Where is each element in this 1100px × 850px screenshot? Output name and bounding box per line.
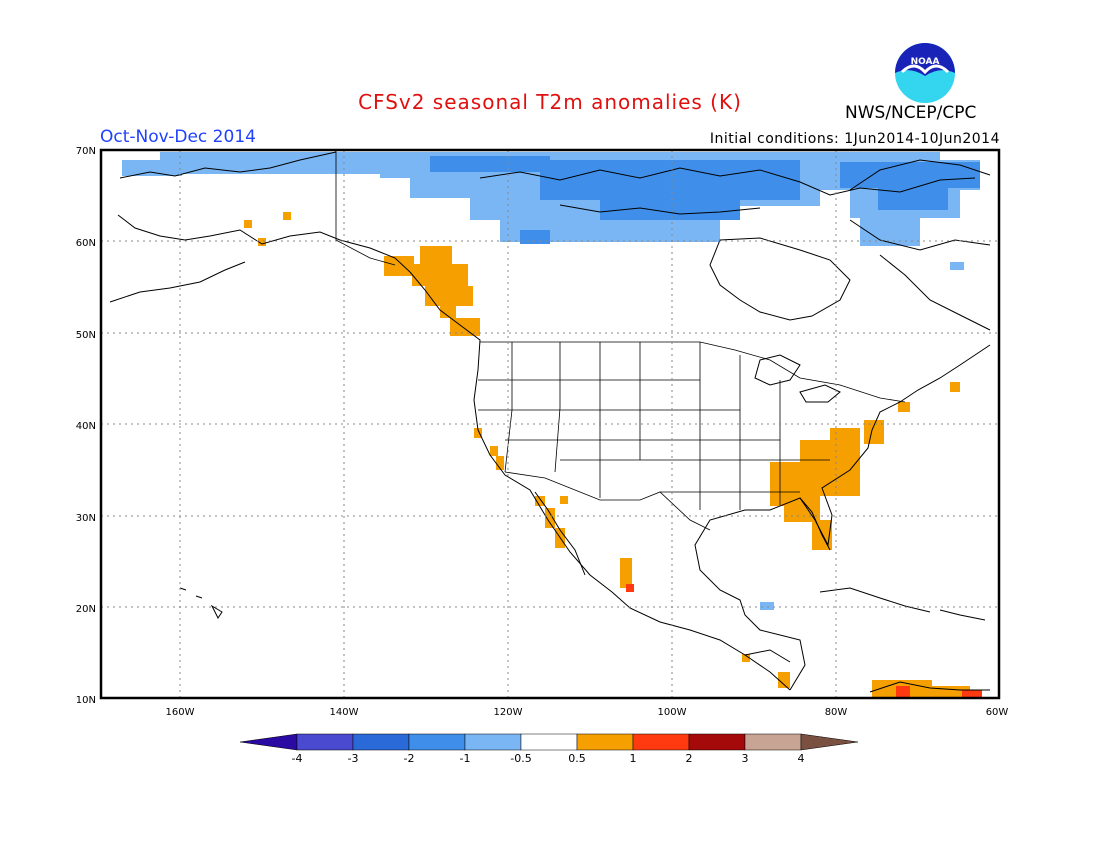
lon-label: 120W <box>494 707 523 718</box>
colorbar-swatch <box>464 733 522 751</box>
lon-label: 100W <box>658 707 687 718</box>
colorbar-swatch <box>520 733 578 751</box>
warm-anomaly-cell <box>440 306 456 318</box>
noaa-logo: NOAA <box>895 43 955 103</box>
cold-anomaly-cell <box>540 160 800 200</box>
cold-anomaly-cell <box>430 156 550 172</box>
colorbar-swatch <box>408 733 466 751</box>
hot-anomaly-cell <box>896 686 910 698</box>
cold-anomaly-cell <box>760 602 774 610</box>
colorbar-swatch <box>296 733 354 751</box>
cold-anomaly-cell <box>600 200 740 220</box>
cold-anomaly-cell <box>950 262 964 270</box>
lat-label: 30N <box>76 513 96 524</box>
lat-label: 70N <box>76 146 96 157</box>
warm-anomaly-cell <box>898 402 910 412</box>
colorbar-swatch <box>576 733 634 751</box>
lat-label: 50N <box>76 330 96 341</box>
map-frame <box>99 148 1001 700</box>
colorbar-label: 4 <box>798 752 805 765</box>
cold-anomaly-cell <box>500 220 720 242</box>
warm-anomaly-cell <box>950 382 960 392</box>
warm-anomaly-cell <box>283 212 291 220</box>
warm-anomaly-cell <box>450 318 480 336</box>
colorbar-label: -0.5 <box>510 752 531 765</box>
lat-label: 40N <box>76 421 96 432</box>
warm-anomaly-cell <box>420 246 452 264</box>
colorbar-label: -4 <box>292 752 303 765</box>
warm-anomaly-cell <box>864 420 884 444</box>
lon-label: 160W <box>166 707 195 718</box>
hot-anomaly-cell <box>626 584 634 592</box>
colorbar-swatch <box>800 733 859 751</box>
colorbar-label: 1 <box>630 752 637 765</box>
warm-anomaly-cell <box>545 508 555 528</box>
chart-title: CFSv2 seasonal T2m anomalies (K) <box>358 90 742 114</box>
coastlines <box>109 151 991 693</box>
lat-labels: 70N 60N 50N 40N 30N 20N 10N <box>76 146 96 706</box>
colorbar-label: 2 <box>686 752 693 765</box>
logo-text: NOAA <box>911 57 940 67</box>
colorbar-label: 0.5 <box>568 752 586 765</box>
warm-anomaly-cell <box>384 256 414 276</box>
lon-labels: 160W 140W 120W 100W 80W 60W <box>166 707 1009 718</box>
colorbar-swatch <box>352 733 410 751</box>
anomaly-cells <box>122 152 982 698</box>
warm-anomaly-cell <box>412 264 468 286</box>
cold-anomaly-cell <box>122 160 182 176</box>
warm-anomaly-cell <box>425 286 473 306</box>
season-label: Oct-Nov-Dec 2014 <box>100 127 256 147</box>
warm-anomaly-cell <box>620 558 632 588</box>
colorbar-label: 3 <box>742 752 749 765</box>
lat-label: 20N <box>76 604 96 615</box>
warm-anomaly-cell <box>742 654 750 662</box>
lon-label: 60W <box>986 707 1009 718</box>
graticule <box>101 150 999 698</box>
hot-anomaly-cell <box>962 690 982 698</box>
warm-anomaly-cell <box>258 238 266 246</box>
colorbar-swatch <box>239 733 298 751</box>
colorbar-label: -2 <box>404 752 415 765</box>
warm-anomaly-cell <box>244 220 252 228</box>
lon-label: 80W <box>825 707 848 718</box>
warm-anomaly-cell <box>474 428 482 438</box>
cold-anomaly-cell <box>840 162 980 188</box>
political-borders <box>335 150 906 531</box>
cold-anomaly-cell <box>160 152 380 174</box>
cold-anomaly-cell <box>878 188 948 210</box>
lon-label: 140W <box>330 707 359 718</box>
initial-conditions-label: Initial conditions: 1Jun2014-10Jun2014 <box>709 131 1000 147</box>
warm-anomaly-cell <box>778 672 790 688</box>
colorbar-swatch <box>744 733 802 751</box>
colorbar-label: -1 <box>460 752 471 765</box>
colorbar-label: -3 <box>348 752 359 765</box>
warm-anomaly-cell <box>560 496 568 504</box>
colorbar-swatch <box>688 733 746 751</box>
lat-label: 60N <box>76 238 96 249</box>
warm-anomaly-cell <box>535 496 545 506</box>
warm-anomaly-cell <box>496 456 504 470</box>
agency-label: NWS/NCEP/CPC <box>845 103 977 123</box>
lat-label: 10N <box>76 695 96 706</box>
warm-anomaly-cell <box>490 446 498 456</box>
colorbar-swatch <box>632 733 690 751</box>
